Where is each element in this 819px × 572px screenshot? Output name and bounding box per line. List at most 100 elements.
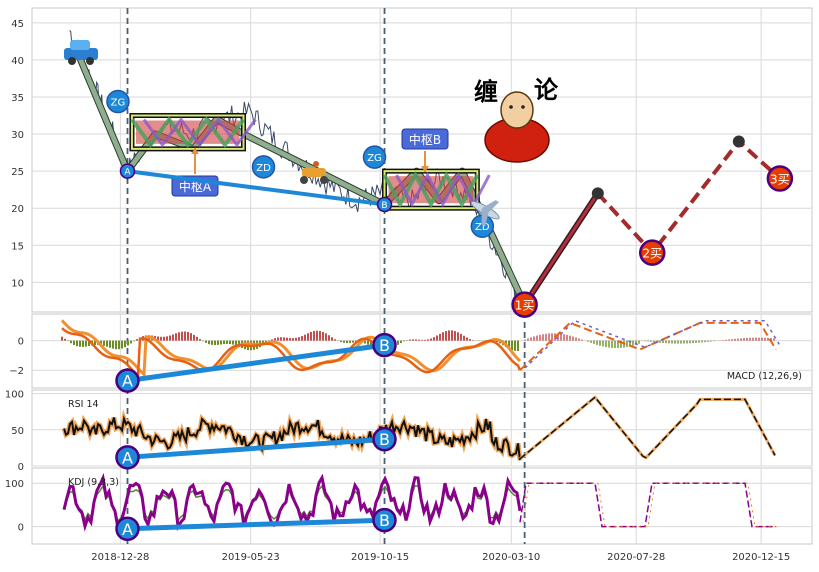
macd-dif-line — [61, 327, 522, 379]
grid-layer — [31, 7, 813, 545]
y-tick-label: 45 — [11, 19, 24, 30]
x-tick-label: 2020-12-15 — [732, 552, 790, 563]
divergence-marker-label: A — [122, 372, 133, 391]
price-marker-label: B — [381, 201, 387, 211]
forecast-vertex — [732, 135, 745, 148]
zg-label: ZG — [367, 153, 382, 164]
divergence-marker-label: B — [379, 336, 390, 355]
x-tick-label: 2020-07-28 — [607, 552, 665, 563]
price-divergence-line — [127, 169, 385, 207]
zhongshu-zigzag — [382, 170, 480, 209]
text-layer: 10 15 20 25 30 35 40 45 0 −2 0 50 100 0 100 2018-12-28 2… — [5, 19, 802, 563]
divergence-marker — [372, 507, 397, 533]
y-tick-label: 100 — [5, 390, 24, 401]
car-wheel — [68, 57, 76, 65]
zhongshu-arrow-head — [191, 148, 199, 154]
zg-circle — [362, 145, 387, 169]
panel-frame-price — [31, 7, 813, 313]
airplane-wing — [481, 208, 489, 227]
y-tick-label: 10 — [11, 278, 24, 289]
scooter-wheel — [300, 176, 308, 184]
rsi-forecast — [519, 396, 776, 460]
monk-eye — [521, 105, 525, 109]
kdj-forecast-2 — [522, 482, 779, 528]
price-panel — [69, 30, 528, 307]
forecast-dashed — [596, 138, 782, 256]
rsi-legend: RSI 14 — [68, 399, 99, 410]
buy-signal-circle — [639, 239, 666, 266]
zhongshu-zigzag — [130, 116, 246, 149]
y-tick-label: 0 — [18, 523, 24, 534]
y-tick-label: 100 — [5, 479, 24, 490]
y-tick-label: 0 — [18, 337, 24, 348]
y-tick-label: 35 — [11, 93, 24, 104]
divergence-marker — [372, 332, 397, 358]
scooter-rider — [313, 161, 319, 167]
car-wheel — [86, 57, 94, 65]
macd-panel — [60, 319, 782, 379]
x-tick-label: 2020-03-10 — [482, 552, 540, 563]
divergence-marker — [115, 516, 140, 542]
buy-signal-circle — [766, 165, 794, 192]
y-tick-label: 30 — [11, 130, 24, 141]
title-art-left: 缠 — [474, 78, 498, 106]
divergence-marker — [115, 368, 140, 393]
price-marker-label: A — [124, 168, 131, 178]
buy-signal-label: 3买 — [770, 173, 790, 187]
macd-legend: MACD (12,26,9) — [727, 371, 802, 382]
divergence-marker-label: A — [122, 448, 133, 467]
divergence-marker — [372, 426, 397, 452]
y-tick-label: −2 — [9, 366, 24, 377]
zhongshu-arrow-head — [421, 166, 429, 172]
y-tick-label: 15 — [11, 241, 24, 252]
buy-signal-label: 2买 — [642, 247, 662, 261]
y-tick-label: 50 — [11, 426, 24, 437]
divergence-line-kdj — [127, 517, 385, 532]
x-tick-label: 2019-10-15 — [351, 552, 409, 563]
kdj-panel — [62, 472, 779, 533]
airplane-wing — [481, 200, 500, 213]
y-tick-label: 0 — [18, 462, 24, 473]
y-tick-label: 25 — [11, 167, 24, 178]
scooter-body — [302, 168, 326, 177]
divergence-marker — [115, 445, 140, 470]
car-roof — [70, 40, 90, 50]
rsi-line — [63, 415, 521, 461]
zd-circle — [251, 155, 276, 179]
kdj-k-line — [62, 472, 522, 533]
zhongshu-label-box — [401, 128, 449, 150]
x-tick-label: 2018-12-28 — [91, 552, 149, 563]
forecast-solid — [523, 192, 600, 306]
divergence-marker-label: B — [379, 430, 390, 449]
zhongshu-zigzag-2 — [142, 116, 257, 148]
zd-label: ZD — [475, 222, 490, 233]
divergence-marker-label: A — [122, 520, 133, 539]
scooter-icon — [300, 161, 328, 184]
zg-circle — [106, 89, 130, 114]
car-body — [64, 48, 98, 60]
macd-forecast-dea — [524, 319, 782, 369]
monk-eye — [509, 105, 513, 109]
scooter-wheel — [320, 176, 328, 184]
buy-signal-circle — [511, 291, 538, 318]
divergence-line-rsi — [127, 436, 385, 460]
zg-label: ZG — [111, 98, 126, 109]
forecast-vertex — [591, 187, 604, 200]
data-layer — [60, 30, 782, 533]
kdj-legend: KDJ (9,3,3) — [68, 477, 119, 488]
airplane-icon — [470, 200, 500, 227]
x-tick-label: 2019-05-23 — [222, 552, 280, 563]
title-art-right: 论 — [534, 76, 559, 104]
divergence-line-macd — [127, 342, 385, 384]
monk-head — [500, 91, 534, 129]
car-icon — [64, 40, 98, 65]
zhongshu-box — [130, 114, 245, 150]
price-marker — [376, 196, 393, 213]
rsi-panel — [61, 395, 777, 461]
y-tick-label: 20 — [11, 204, 24, 215]
buy-signal-label: 1买 — [515, 299, 535, 313]
price-marker — [119, 163, 136, 179]
